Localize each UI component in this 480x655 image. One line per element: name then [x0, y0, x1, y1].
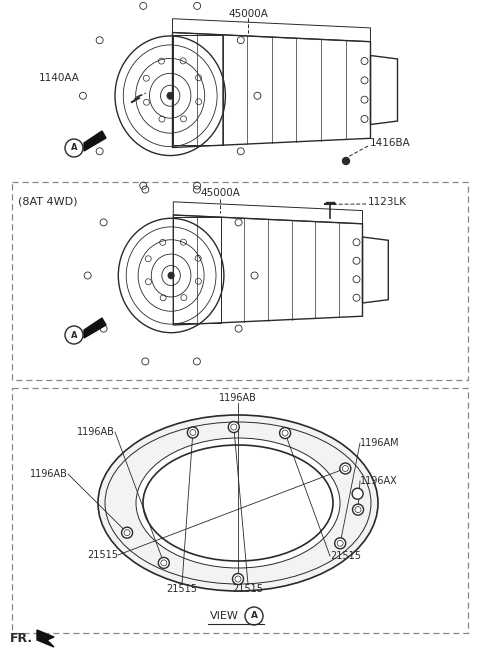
Polygon shape	[37, 630, 54, 647]
Text: 1123LK: 1123LK	[368, 197, 407, 207]
Circle shape	[343, 157, 349, 164]
Polygon shape	[84, 318, 106, 338]
Ellipse shape	[168, 272, 174, 279]
Text: 1140AA: 1140AA	[39, 73, 80, 83]
Text: VIEW: VIEW	[210, 611, 239, 621]
Circle shape	[335, 538, 346, 549]
Polygon shape	[98, 415, 378, 591]
Circle shape	[228, 422, 240, 432]
Text: 21515: 21515	[167, 584, 197, 594]
Text: 1196AM: 1196AM	[360, 438, 400, 448]
Text: A: A	[71, 143, 77, 153]
Circle shape	[352, 488, 363, 499]
Text: 45000A: 45000A	[200, 188, 240, 198]
Circle shape	[340, 463, 351, 474]
Text: A: A	[71, 331, 77, 339]
Text: 1196AB: 1196AB	[30, 469, 68, 479]
Text: A: A	[251, 612, 257, 620]
Ellipse shape	[167, 92, 173, 100]
Text: (8AT 4WD): (8AT 4WD)	[18, 196, 77, 206]
Text: 21515: 21515	[232, 584, 264, 594]
Text: 21515: 21515	[87, 550, 118, 560]
Circle shape	[158, 557, 169, 569]
Text: 1196AB: 1196AB	[219, 393, 257, 403]
Text: 1196AX: 1196AX	[360, 476, 398, 486]
Circle shape	[187, 427, 198, 438]
Circle shape	[121, 527, 132, 538]
Text: 45000A: 45000A	[228, 9, 268, 19]
Text: 21515: 21515	[330, 551, 361, 561]
Polygon shape	[84, 131, 106, 151]
Circle shape	[279, 428, 290, 439]
Text: 1196AB: 1196AB	[77, 427, 115, 437]
Text: 1416BA: 1416BA	[370, 138, 411, 148]
Circle shape	[232, 574, 243, 584]
Circle shape	[352, 504, 363, 515]
Text: FR.: FR.	[10, 631, 33, 645]
